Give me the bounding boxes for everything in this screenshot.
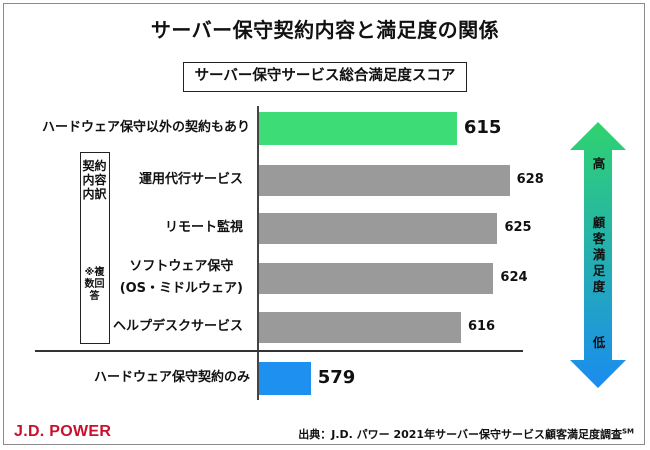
value-label-2: 628 (516, 171, 544, 187)
category-label-line: ヘルプデスクサービス (112, 319, 243, 334)
bar-1 (258, 111, 457, 145)
value-label-5: 616 (467, 318, 496, 334)
value-label-4: 624 (500, 269, 528, 285)
satisfaction-scale-arrow-icon (570, 122, 626, 388)
scale-low-label: 低 (592, 335, 606, 350)
y-axis-line (257, 106, 259, 400)
bar-2 (258, 164, 510, 196)
jd-power-logo: J.D. POWER (14, 423, 112, 440)
chart-title: サーバー保守契約内容と満足度の関係 (150, 18, 500, 42)
group-divider-line (35, 350, 523, 352)
category-label-4: ソフトウェア保守 (OS・ミドルウェア) (120, 258, 243, 298)
figure-frame (3, 3, 645, 445)
chart-subtitle: サーバー保守サービス総合満足度スコア (183, 62, 467, 92)
source-text: 出典：J.D. パワー 2021年サーバー保守サービス顧客満足度調査 (298, 428, 622, 441)
category-label-2: 運用代行サービス (139, 171, 243, 189)
category-label-line: ソフトウェア保守 (129, 259, 234, 274)
group-note: ※複数回答 (84, 267, 105, 302)
scale-middle-label: 顧客満足度 (592, 215, 606, 294)
category-label-line: ハードウェア保守以外の契約もあり (41, 120, 250, 135)
value-label-1: 615 (463, 116, 502, 138)
source-note: 出典：J.D. パワー 2021年サーバー保守サービス顧客満足度調査SM (298, 426, 634, 442)
scale-high-label: 高 (592, 156, 606, 171)
value-label-6: 579 (317, 366, 356, 388)
category-label-line: リモート監視 (164, 220, 243, 235)
category-label-1: ハードウェア保守以外の契約もあり (42, 119, 250, 137)
bar-4 (258, 262, 494, 294)
value-label-3: 625 (504, 219, 532, 235)
bar-5 (258, 311, 461, 343)
category-label-6: ハードウェア保守契約のみ (94, 369, 250, 387)
category-label-line: 運用代行サービス (138, 172, 243, 187)
category-label-5: ヘルプデスクサービス (113, 318, 243, 336)
category-label-3: リモート監視 (165, 219, 243, 237)
bar-6 (258, 361, 311, 395)
bar-3 (258, 212, 498, 244)
contract-breakdown-box: 契約内容内訳 ※複数回答 (80, 152, 110, 344)
category-label-line: (OS・ミドルウェア) (119, 281, 243, 296)
service-mark: SM (621, 427, 634, 436)
group-label: 契約内容内訳 (82, 159, 107, 201)
category-label-line: ハードウェア保守契約のみ (93, 370, 250, 385)
